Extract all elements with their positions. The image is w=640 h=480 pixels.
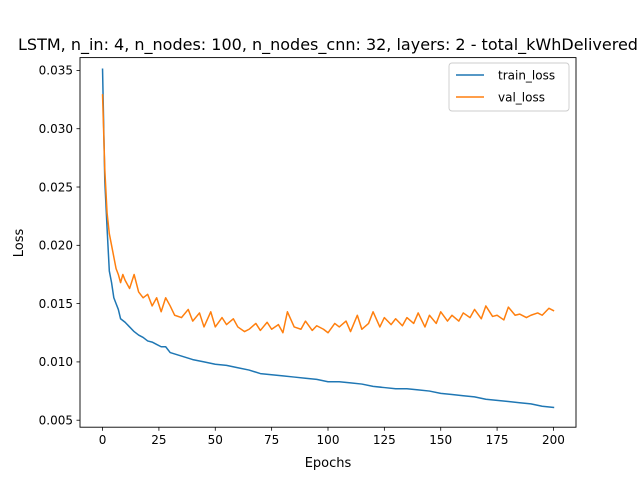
x-tick-label: 50: [208, 433, 223, 447]
y-tick-label: 0.020: [39, 239, 73, 253]
x-tick-label: 175: [486, 433, 509, 447]
y-tick-label: 0.025: [39, 180, 73, 194]
series-layer: [101, 68, 555, 409]
x-tick-label: 100: [317, 433, 340, 447]
y-tick-label: 0.030: [39, 122, 73, 136]
plot-frame: [79, 57, 577, 428]
y-axis-ticks: 0.005 0.010 0.015 0.020 0.025 0.030 0.035: [39, 64, 80, 428]
x-tick-label: 125: [373, 433, 396, 447]
legend: train_loss val_loss: [448, 62, 570, 112]
chart-title: LSTM, n_in: 4, n_nodes: 100, n_nodes_cnn…: [18, 35, 638, 55]
y-tick-label: 0.015: [39, 297, 73, 311]
y-axis-label: Loss: [12, 229, 27, 258]
x-axis-label: Epochs: [305, 456, 352, 471]
y-tick-label: 0.010: [39, 355, 73, 369]
y-tick-label: 0.035: [39, 64, 73, 78]
x-tick-label: 0: [99, 433, 107, 447]
x-tick-label: 75: [264, 433, 279, 447]
x-tick-label: 150: [429, 433, 452, 447]
y-tick-label: 0.005: [39, 414, 73, 428]
legend-label-val_loss: val_loss: [498, 91, 545, 105]
x-axis-ticks: 0 25 50 75 100 125 150 175 200: [99, 427, 565, 447]
series-line-train_loss: [101, 68, 555, 409]
x-tick-label: 25: [151, 433, 166, 447]
series-line-val_loss: [101, 94, 555, 334]
legend-label-train_loss: train_loss: [498, 69, 555, 83]
x-tick-label: 200: [542, 433, 565, 447]
